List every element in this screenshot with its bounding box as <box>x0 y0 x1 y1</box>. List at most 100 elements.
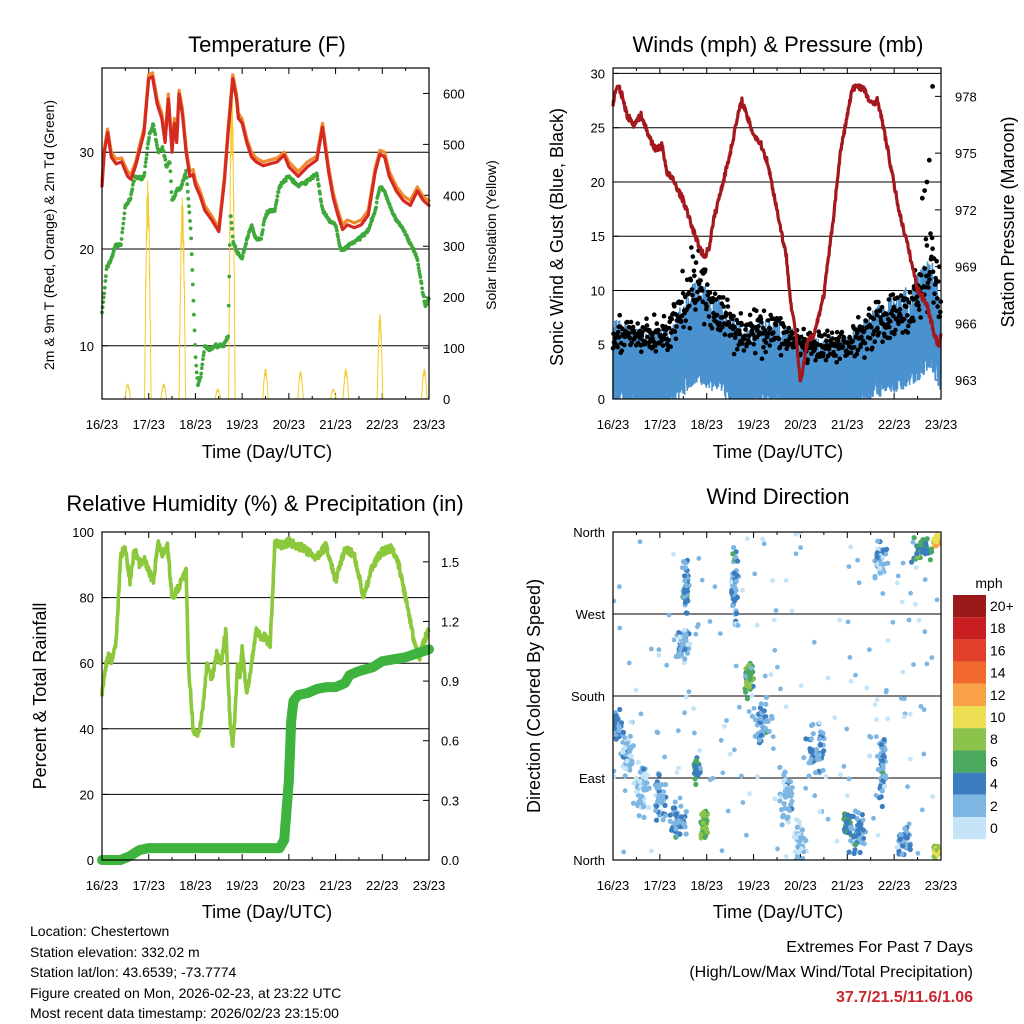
wind-direction-point <box>872 575 878 581</box>
station-latlon: Station lat/lon: 43.6539; -73.7774 <box>30 964 237 980</box>
dewpoint-point <box>198 375 203 379</box>
wind-direction-point <box>775 664 780 670</box>
wind-direction-point <box>883 775 889 781</box>
wind-gust-point <box>727 311 733 317</box>
dewpoint-point <box>101 295 106 300</box>
speed-legend-label: 10 <box>990 709 1006 725</box>
wind-direction-point <box>784 786 790 792</box>
wind-gust-point <box>747 312 753 318</box>
dewpoint-point <box>103 279 108 283</box>
wind-direction-point <box>725 808 731 814</box>
wind-direction-point <box>820 730 826 736</box>
dewpoint-point <box>319 199 324 204</box>
wind-direction-title: Wind Direction <box>706 484 849 509</box>
y-tick-label: South <box>571 689 605 704</box>
dewpoint-point <box>226 303 231 308</box>
wind-direction-point <box>900 560 906 566</box>
dewpoint-point <box>201 357 205 361</box>
temperature-ylabel-right: Solar Insolation (Yellow) <box>483 160 499 310</box>
wind-direction-point <box>913 601 918 607</box>
wind-direction-point <box>664 662 670 668</box>
wind-direction-point <box>766 728 772 735</box>
wind-direction-point <box>613 730 617 736</box>
wind-direction-point <box>641 785 647 792</box>
dewpoint-point <box>185 189 190 194</box>
wind-direction-point <box>844 726 850 732</box>
wind-direction-point <box>874 697 880 703</box>
wind-gust-point <box>856 315 861 320</box>
wind-direction-point <box>793 551 799 557</box>
wind-direction-point <box>653 817 660 823</box>
wind-direction-point <box>770 578 775 584</box>
dewpoint-point <box>229 214 233 219</box>
wind-direction-point <box>656 788 662 795</box>
wind-direction-point <box>656 647 662 652</box>
wind-direction-point <box>834 838 840 844</box>
wind-gust-point <box>798 351 803 357</box>
dewpoint-point <box>227 243 232 247</box>
wind-gust-point <box>855 347 861 353</box>
wind-direction-point <box>756 737 763 743</box>
wind-gust-point <box>741 348 747 353</box>
wind-direction-point <box>747 675 753 682</box>
wind-gust-point <box>651 312 657 318</box>
wind-direction-point <box>616 727 622 734</box>
dewpoint-point <box>276 190 281 194</box>
dewpoint-point <box>193 343 198 347</box>
winds-title: Winds (mph) & Pressure (mb) <box>633 32 924 57</box>
wind-gust-point <box>906 323 911 329</box>
wind-direction-point <box>901 714 907 720</box>
speed-legend-label: 6 <box>990 753 998 769</box>
wind-gust-point <box>924 179 930 185</box>
wind-direction-point <box>630 743 636 749</box>
wind-gust-point <box>662 332 668 337</box>
wind-gust-point <box>867 336 873 341</box>
wind-direction-point <box>937 848 941 855</box>
wind-direction-point <box>902 696 907 702</box>
wind-gust-point <box>847 335 853 341</box>
wind-direction-point <box>731 544 737 551</box>
wind-gust-point <box>853 327 858 332</box>
x-tick-label: 22/23 <box>366 878 399 893</box>
wind-direction-point <box>737 704 742 710</box>
wind-direction-point <box>894 844 900 850</box>
wind-direction-point <box>761 708 767 714</box>
wind-gust-point <box>739 322 745 328</box>
wind-gust-point <box>679 299 684 305</box>
wind-gust-point <box>879 304 885 310</box>
dewpoint-point <box>184 168 189 173</box>
wind-gust-point <box>742 333 748 339</box>
wind-direction-point <box>771 617 777 623</box>
wind-gust-point <box>704 304 710 309</box>
wind-direction-point <box>683 831 689 837</box>
wind-direction-point <box>923 541 929 547</box>
wind-direction-point <box>921 546 927 552</box>
wind-direction-point <box>676 765 681 771</box>
wind-direction-point <box>846 849 852 855</box>
y2-tick-label: 0.3 <box>441 793 459 808</box>
dewpoint-point <box>221 344 226 349</box>
dewpoint-point <box>128 196 133 201</box>
speed-legend-swatch <box>953 817 986 840</box>
wind-direction-point <box>811 639 817 645</box>
wind-gust-point <box>725 297 730 303</box>
recent-timestamp: Most recent data timestamp: 2026/02/23 2… <box>30 1005 339 1021</box>
wind-direction-point <box>907 711 913 717</box>
wind-direction-point <box>909 559 915 565</box>
wind-direction-point <box>907 756 913 762</box>
wind-gust-point <box>875 325 880 331</box>
wind-direction-point <box>922 629 928 635</box>
wind-direction-point <box>875 538 881 544</box>
wind-direction-point <box>785 778 791 784</box>
wind-direction-point <box>852 847 858 853</box>
wind-gust-point <box>872 339 878 345</box>
wind-gust-point <box>653 349 659 354</box>
wind-gust-point <box>877 308 883 314</box>
dewpoint-point <box>249 223 254 228</box>
wind-direction-point <box>771 746 776 752</box>
speed-legend-swatch <box>953 639 986 662</box>
wind-direction-point <box>772 796 778 802</box>
wind-direction-point <box>682 627 687 633</box>
wind-gust-point <box>926 285 931 290</box>
dewpoint-point <box>317 184 321 188</box>
